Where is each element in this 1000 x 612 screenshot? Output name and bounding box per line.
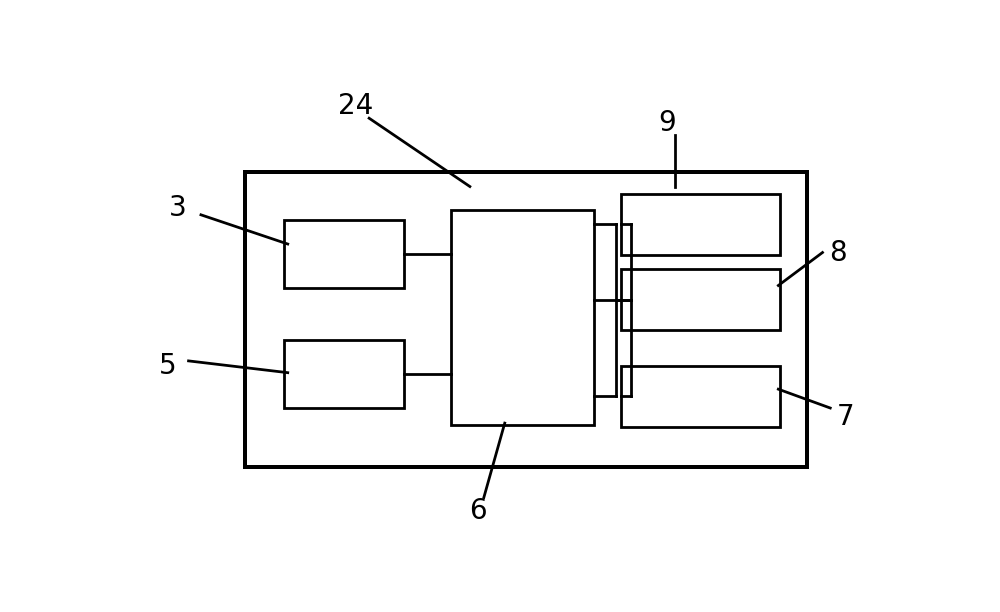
Text: 24: 24	[338, 92, 374, 121]
Bar	[284, 220, 404, 288]
Bar	[245, 173, 807, 467]
Text: 9: 9	[659, 109, 676, 137]
Text: 7: 7	[837, 403, 855, 431]
Text: 6: 6	[469, 497, 486, 524]
Text: 3: 3	[169, 194, 187, 222]
Text: 8: 8	[829, 239, 847, 266]
Text: 5: 5	[159, 352, 176, 379]
Bar	[621, 193, 780, 255]
Bar	[621, 269, 780, 330]
Bar	[621, 365, 780, 427]
Bar	[450, 210, 594, 425]
Bar	[284, 340, 404, 408]
